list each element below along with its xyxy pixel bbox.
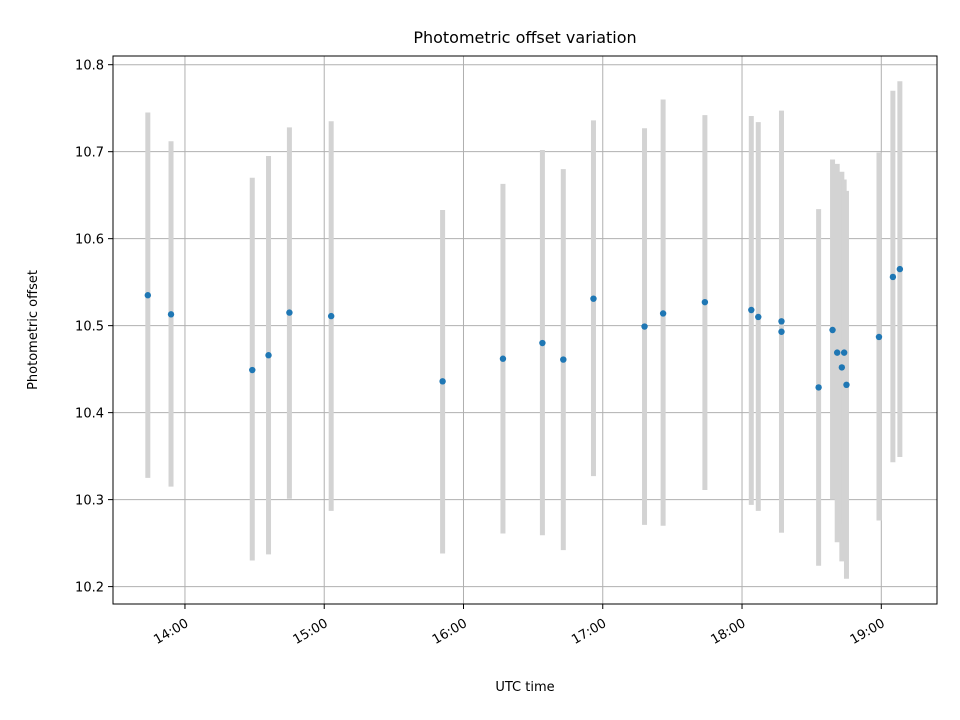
y-tick-label: 10.7 (75, 146, 104, 161)
plot-frame (112, 55, 938, 605)
x-tick-label: 14:00 (151, 616, 191, 648)
data-point (144, 292, 152, 299)
grid-lines (113, 56, 937, 604)
x-tick-label: 17:00 (569, 616, 609, 648)
data-point (659, 310, 667, 317)
x-tick-label: 18:00 (708, 616, 748, 648)
data-point (778, 328, 785, 335)
y-tick-label: 10.8 (75, 59, 104, 74)
data-point (889, 273, 897, 281)
data-point (439, 378, 446, 385)
data-points (144, 265, 904, 391)
x-axis-ticks: 14:00 15:00 16:00 17:00 18:00 19:00 (151, 604, 888, 648)
data-point (755, 313, 762, 321)
data-point (167, 311, 175, 318)
x-tick-label: 15:00 (291, 616, 331, 648)
data-point (896, 265, 904, 273)
data-point (560, 356, 567, 363)
data-point (590, 295, 597, 302)
data-point (286, 309, 293, 316)
y-tick-label: 10.4 (75, 407, 104, 422)
x-tick-label: 19:00 (848, 616, 888, 648)
data-point (815, 384, 822, 391)
x-axis-label: UTC time (495, 680, 554, 695)
data-point (778, 318, 785, 325)
y-tick-label: 10.5 (75, 320, 104, 335)
data-point (539, 339, 546, 347)
data-point (641, 323, 648, 330)
y-axis-ticks: 10.2 10.3 10.4 10.5 10.6 10.7 10.8 (75, 59, 113, 596)
data-point (875, 333, 883, 341)
data-point (838, 364, 846, 371)
data-point (249, 366, 256, 374)
y-tick-label: 10.3 (75, 494, 104, 509)
data-point (265, 352, 272, 359)
data-point (829, 326, 836, 334)
y-axis-label: Photometric offset (26, 270, 41, 390)
y-tick-label: 10.2 (75, 581, 104, 596)
y-tick-label: 10.6 (75, 233, 104, 248)
data-point (840, 349, 848, 356)
x-tick-label: 16:00 (430, 616, 470, 648)
data-point (327, 312, 335, 320)
data-point (833, 349, 841, 356)
data-point (748, 306, 755, 314)
data-point (701, 298, 709, 306)
chart-title: Photometric offset variation (413, 28, 636, 47)
error-bars (145, 81, 903, 579)
data-point (843, 381, 850, 388)
data-point (499, 355, 507, 362)
